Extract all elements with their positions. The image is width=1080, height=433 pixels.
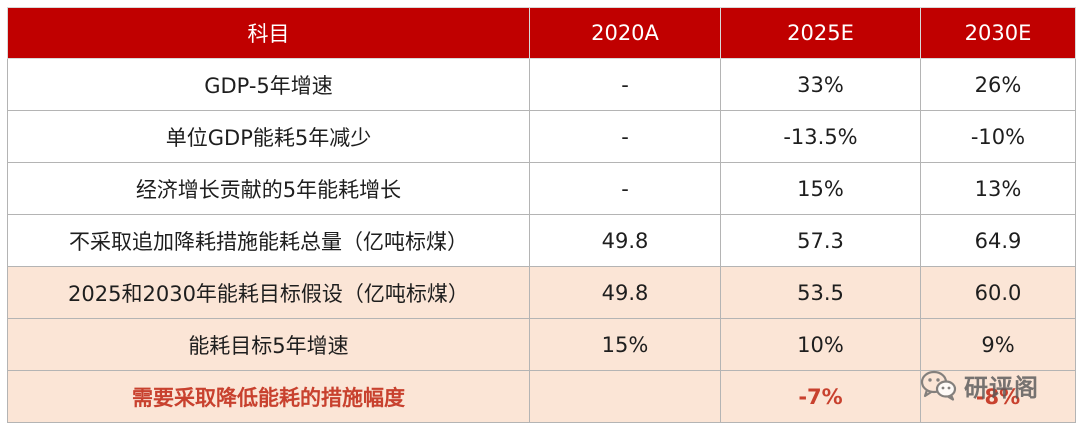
cell-2025e: 10%: [720, 318, 921, 371]
cell-2025e: 53.5: [720, 266, 921, 319]
table-row: 能耗目标5年增速 15% 10% 9%: [7, 318, 1076, 371]
cell-2030e: 9%: [920, 318, 1076, 371]
cell-2020a: -: [529, 110, 721, 163]
cell-2020a: 49.8: [529, 266, 721, 319]
row-label: GDP-5年增速: [7, 58, 530, 111]
table-row-emphasis: 需要采取降低能耗的措施幅度 -7% -8%: [7, 370, 1076, 423]
cell-2025e: -13.5%: [720, 110, 921, 163]
header-2020a: 2020A: [529, 7, 721, 59]
cell-2025e: 15%: [720, 162, 921, 215]
header-subject: 科目: [7, 7, 530, 59]
table-row: 单位GDP能耗5年减少 - -13.5% -10%: [7, 110, 1076, 163]
data-table: 科目 2020A 2025E 2030E GDP-5年增速 - 33% 26% …: [7, 7, 1076, 423]
cell-2025e: 57.3: [720, 214, 921, 267]
table-row: 不采取追加降耗措施能耗总量（亿吨标煤） 49.8 57.3 64.9: [7, 214, 1076, 267]
watermark: 研评阁: [920, 368, 1039, 402]
cell-2030e: 64.9: [920, 214, 1076, 267]
cell-2020a: [529, 370, 721, 423]
wechat-icon: [920, 369, 958, 401]
cell-2025e: 33%: [720, 58, 921, 111]
row-label: 经济增长贡献的5年能耗增长: [7, 162, 530, 215]
cell-2020a: 49.8: [529, 214, 721, 267]
cell-2030e: 60.0: [920, 266, 1076, 319]
cell-2020a: -: [529, 162, 721, 215]
header-2025e: 2025E: [720, 7, 921, 59]
cell-2030e: -10%: [920, 110, 1076, 163]
row-label: 能耗目标5年增速: [7, 318, 530, 371]
header-2030e: 2030E: [920, 7, 1076, 59]
row-label: 2025和2030年能耗目标假设（亿吨标煤）: [7, 266, 530, 319]
table-row: 2025和2030年能耗目标假设（亿吨标煤） 49.8 53.5 60.0: [7, 266, 1076, 319]
table-row: GDP-5年增速 - 33% 26%: [7, 58, 1076, 111]
cell-2030e: 13%: [920, 162, 1076, 215]
table-row: 经济增长贡献的5年能耗增长 - 15% 13%: [7, 162, 1076, 215]
cell-2030e: 26%: [920, 58, 1076, 111]
cell-2020a: -: [529, 58, 721, 111]
cell-2020a: 15%: [529, 318, 721, 371]
cell-2025e: -7%: [720, 370, 921, 423]
row-label: 不采取追加降耗措施能耗总量（亿吨标煤）: [7, 214, 530, 267]
watermark-text: 研评阁: [964, 373, 1039, 402]
row-label: 单位GDP能耗5年减少: [7, 110, 530, 163]
row-label: 需要采取降低能耗的措施幅度: [7, 370, 530, 423]
header-row: 科目 2020A 2025E 2030E: [7, 7, 1076, 59]
